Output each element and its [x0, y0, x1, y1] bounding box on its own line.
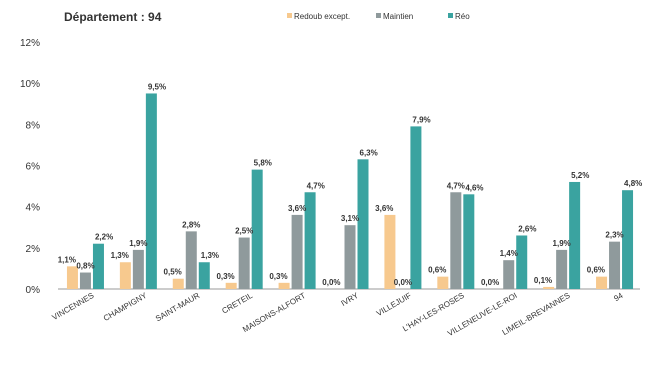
bar [503, 260, 515, 289]
legend-label: Réo [455, 12, 470, 21]
bar [66, 266, 78, 289]
bar [463, 194, 475, 289]
data-label: 1,9% [553, 239, 571, 248]
data-label: 0,0% [322, 278, 340, 287]
legend-swatch [376, 13, 381, 18]
data-label: 0,0% [481, 278, 499, 287]
y-tick-label: 0% [26, 285, 41, 296]
bar [357, 159, 369, 289]
bar [556, 249, 568, 289]
data-label: 0,8% [76, 262, 94, 271]
bar [516, 235, 528, 289]
legend: Redoub except. Maintien Réo [287, 12, 470, 21]
data-label: 1,1% [58, 255, 76, 264]
data-label: 3,6% [375, 204, 393, 213]
data-label: 9,5% [148, 82, 166, 91]
data-label: 2,5% [235, 227, 253, 236]
bar [410, 126, 422, 290]
data-label: 1,3% [201, 251, 219, 260]
data-label: 0,0% [394, 278, 412, 287]
bar [596, 276, 608, 289]
bar [622, 190, 634, 289]
legend-label: Redoub except. [294, 12, 350, 21]
data-label: 0,3% [269, 272, 287, 281]
data-label: 3,6% [288, 204, 306, 213]
bar [92, 243, 104, 289]
data-label: 2,3% [605, 231, 623, 240]
x-axis: VINCENNES CHAMPIGNY SAINT-MAUR CRETEILMAISO… [51, 291, 625, 338]
data-labels: 1,1%0,8%2,2%1,3%1,9%9,5%0,5%2,8%1,3%0,3%… [58, 82, 643, 287]
bar [278, 282, 290, 289]
bar [79, 272, 91, 289]
data-label: 0,5% [164, 268, 182, 277]
data-label: 4,8% [624, 179, 642, 188]
data-label: 0,3% [216, 272, 234, 281]
bar [172, 278, 184, 289]
data-label: 2,6% [518, 224, 536, 233]
data-label: 0,6% [428, 266, 446, 275]
data-label: 3,1% [341, 214, 359, 223]
data-label: 0,1% [534, 276, 552, 285]
bar [569, 181, 581, 289]
y-tick-label: 8% [26, 120, 41, 131]
bar [384, 214, 396, 289]
data-label: 4,7% [447, 181, 465, 190]
data-label: 2,8% [182, 220, 200, 229]
data-label: 5,2% [571, 171, 589, 180]
data-label: 1,9% [129, 239, 147, 248]
legend-label: Maintien [383, 12, 413, 21]
y-tick-label: 2% [26, 244, 41, 255]
bars [66, 93, 634, 290]
bar [145, 93, 157, 289]
y-tick-label: 6% [26, 162, 41, 173]
bar [344, 225, 356, 289]
bar [437, 276, 449, 289]
bar [251, 169, 263, 289]
data-label: 0,6% [587, 266, 605, 275]
y-tick-label: 10% [20, 79, 40, 90]
data-label: 2,2% [95, 233, 113, 242]
legend-swatch [287, 13, 292, 18]
x-tick-label: CHAMPIGNY [102, 291, 149, 323]
chart-title: Département : 94 [64, 10, 162, 24]
x-tick-label: VINCENNES [51, 291, 96, 322]
bar [291, 214, 303, 289]
bar [198, 262, 210, 289]
data-label: 7,9% [412, 115, 430, 124]
x-tick-label: VILLEJUIF [375, 291, 413, 318]
data-label: 4,7% [307, 181, 325, 190]
x-tick-label: CRETEIL [220, 291, 254, 316]
data-label: 4,6% [465, 183, 483, 192]
x-tick-label: SAINT-MAUR [154, 291, 201, 324]
bar [185, 231, 197, 289]
bar [132, 249, 144, 289]
data-label: 5,8% [254, 159, 272, 168]
x-tick-label: 94 [612, 291, 625, 304]
bar [225, 282, 237, 289]
y-tick-label: 4% [26, 203, 41, 214]
data-label: 1,3% [111, 251, 129, 260]
bar [238, 237, 250, 289]
bar [450, 192, 462, 289]
bar [304, 192, 316, 289]
y-tick-label: 12% [20, 38, 40, 49]
x-tick-label: IVRY [339, 291, 360, 308]
bar [119, 262, 131, 289]
data-label: 6,3% [360, 148, 378, 157]
bar [609, 241, 621, 289]
bar [543, 286, 555, 289]
legend-swatch [448, 13, 453, 18]
data-label: 1,4% [500, 249, 518, 258]
